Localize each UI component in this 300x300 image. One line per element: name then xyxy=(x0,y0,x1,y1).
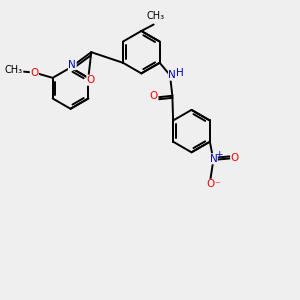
Text: O: O xyxy=(206,179,214,189)
Text: N: N xyxy=(209,154,217,164)
Text: CH₃: CH₃ xyxy=(146,11,164,21)
Text: O: O xyxy=(231,153,239,163)
Text: O: O xyxy=(30,68,38,78)
Text: +: + xyxy=(215,150,222,159)
Text: N: N xyxy=(169,70,176,80)
Text: O: O xyxy=(87,75,95,85)
Text: O: O xyxy=(150,91,158,101)
Text: CH₃: CH₃ xyxy=(5,65,23,75)
Text: H: H xyxy=(176,68,184,78)
Text: ⁻: ⁻ xyxy=(214,181,220,190)
Text: N: N xyxy=(68,60,76,70)
